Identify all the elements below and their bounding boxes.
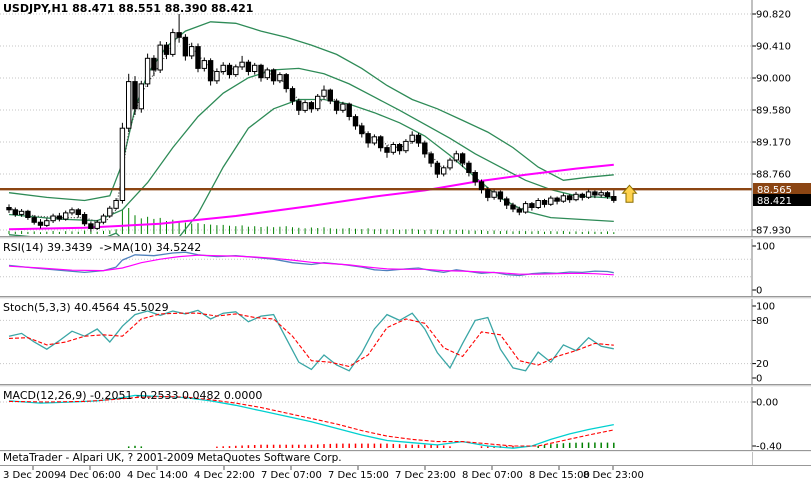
svg-text:4 Dec 14:00: 4 Dec 14:00	[127, 470, 188, 481]
panel-splitter-stoch[interactable]	[0, 296, 811, 299]
stoch-layer	[8, 309, 614, 372]
macd-signal-line	[8, 395, 614, 447]
rsi-layer	[8, 251, 614, 277]
svg-text:87.930: 87.930	[756, 226, 791, 237]
svg-text:80: 80	[756, 316, 769, 327]
time-axis: 3 Dec 2009 4 Dec 06:00 4 Dec 14:00 4 Dec 22…	[3, 466, 644, 481]
svg-text:0.00: 0.00	[756, 398, 778, 409]
svg-text:4 Dec 22:00: 4 Dec 22:00	[194, 470, 255, 481]
svg-text:0: 0	[756, 286, 762, 297]
svg-text:7 Dec 07:00: 7 Dec 07:00	[261, 470, 322, 481]
svg-text:89.170: 89.170	[756, 138, 791, 149]
magenta-ma-line	[8, 163, 614, 231]
svg-text:8 Dec 23:00: 8 Dec 23:00	[583, 470, 644, 481]
svg-text:3 Dec 2009: 3 Dec 2009	[3, 470, 61, 481]
main-chart-layer	[0, 14, 752, 236]
svg-text:7 Dec 15:00: 7 Dec 15:00	[328, 470, 389, 481]
svg-text:88.760: 88.760	[756, 170, 791, 181]
copyright-text: MetaTrader - Alpari UK, ? 2001-2009 Meta…	[3, 452, 342, 464]
svg-text:90.410: 90.410	[756, 42, 791, 53]
svg-text:100: 100	[756, 302, 775, 313]
rsi-ma-line	[8, 254, 614, 276]
svg-text:7 Dec 23:00: 7 Dec 23:00	[395, 470, 456, 481]
svg-text:89.580: 89.580	[756, 106, 791, 117]
rsi-line	[8, 251, 614, 277]
up-arrow-marker	[621, 184, 638, 203]
svg-text:4 Dec 06:00: 4 Dec 06:00	[60, 470, 121, 481]
bollinger-middle-line	[8, 67, 614, 222]
time-axis-divider	[0, 465, 811, 466]
candles-layer	[6, 14, 617, 232]
panel-splitter-macd[interactable]	[0, 384, 811, 387]
svg-text:88.565: 88.565	[757, 185, 792, 196]
svg-text:20: 20	[756, 359, 769, 370]
svg-text:-0.40: -0.40	[756, 442, 782, 453]
stoch-k-line	[8, 309, 614, 372]
svg-text:8 Dec 15:00: 8 Dec 15:00	[529, 470, 590, 481]
copyright-bar: MetaTrader - Alpari UK, ? 2001-2009 Meta…	[0, 452, 752, 465]
macd-layer	[8, 394, 615, 449]
panel-splitter-footer[interactable]	[0, 450, 811, 452]
svg-text:0: 0	[756, 374, 762, 385]
svg-text:100: 100	[756, 242, 775, 253]
svg-text:90.820: 90.820	[756, 10, 791, 21]
svg-text:88.421: 88.421	[757, 196, 792, 207]
panel-splitter-rsi[interactable]	[0, 236, 811, 239]
dotted-ma-line	[8, 34, 614, 225]
stoch-d-line	[8, 312, 614, 368]
svg-text:90.000: 90.000	[756, 74, 791, 85]
macd-main-line	[8, 394, 614, 449]
svg-text:8 Dec 07:00: 8 Dec 07:00	[462, 470, 523, 481]
